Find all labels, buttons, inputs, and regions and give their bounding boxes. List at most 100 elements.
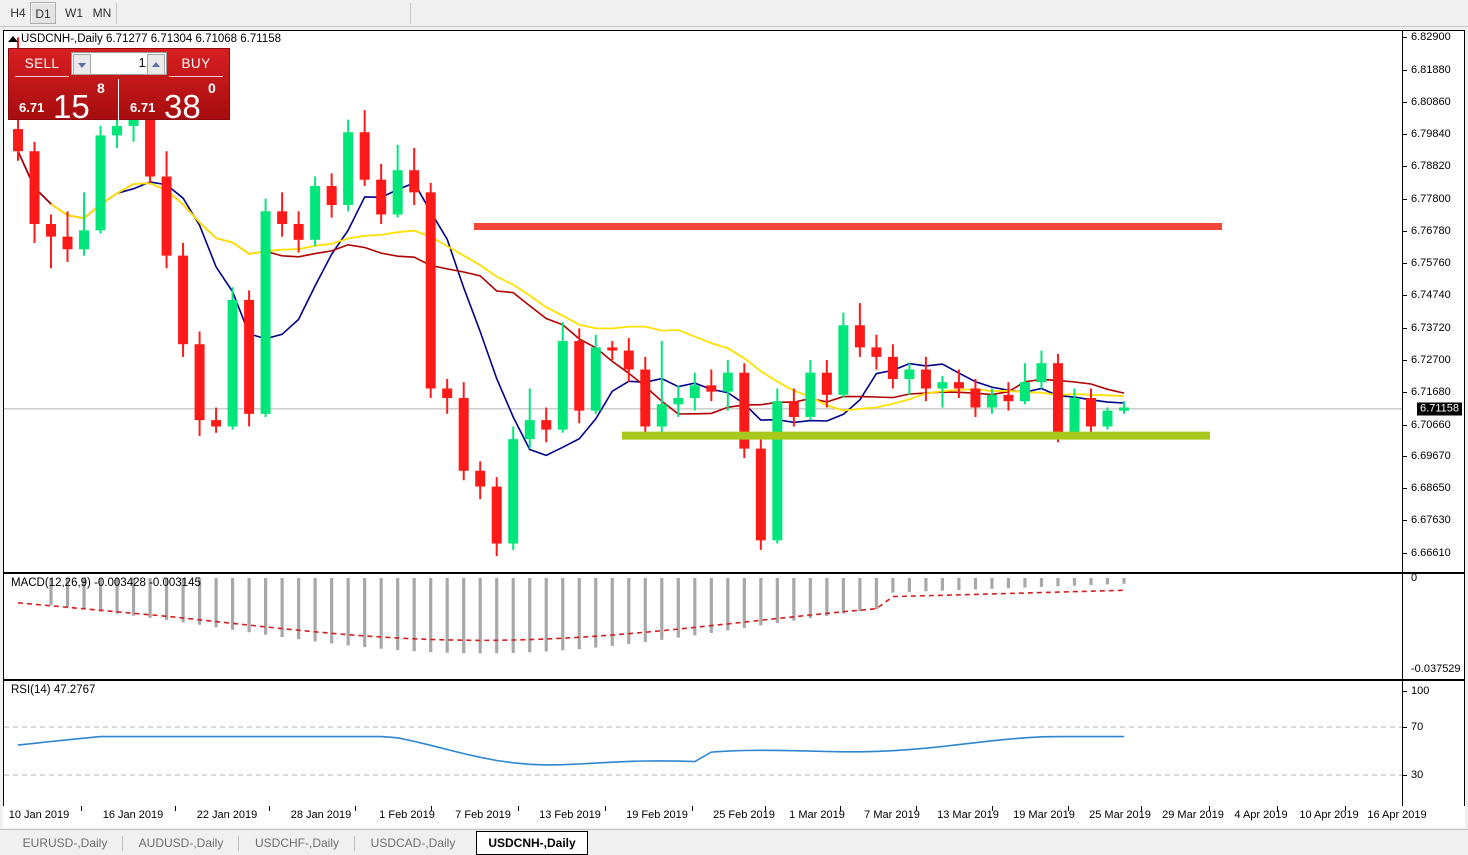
sell-price-display[interactable]: 6.71 15 8 (9, 79, 119, 123)
price-axis-label: 6.72700 (1411, 354, 1451, 367)
price-axis-tick (1403, 392, 1407, 394)
price-axis-label: 6.74740 (1411, 289, 1451, 302)
timeframe-button-d1[interactable]: D1 (30, 2, 56, 24)
macd-pane[interactable]: 0 -0.037529 (4, 574, 1464, 679)
date-axis-label: 29 Mar 2019 (1162, 809, 1224, 821)
price-axis-label: 6.71680 (1411, 386, 1451, 399)
chart-frame: 6.82900 6.81880 6.80860 6.79840 6.78820 6.778… (3, 30, 1465, 825)
price-axis-tick (1403, 166, 1407, 168)
price-axis-label: 6.69670 (1411, 449, 1451, 462)
date-axis-label: 16 Apr 2019 (1367, 809, 1427, 821)
price-axis-tick (1403, 37, 1407, 39)
date-axis-tick (1277, 806, 1278, 811)
buy-price-main: 38 (164, 88, 201, 125)
chart-tab-bar[interactable]: EURUSD-,Daily AUDUSD-,Daily USDCHF-,Daily U… (0, 829, 1468, 855)
one-click-trade-widget[interactable]: SELL 1.00 BUY 6.71 15 8 6.71 38 0 (8, 48, 230, 125)
tab-divider (122, 836, 123, 851)
sell-button[interactable]: SELL (24, 56, 60, 71)
price-axis-label: 6.82900 (1411, 31, 1451, 44)
chart-tab-usdcad[interactable]: USDCAD-,Daily (370, 836, 456, 850)
rsi-canvas (4, 726, 1402, 776)
macd-axis-label: 0 (1411, 574, 1418, 584)
chart-tab-usdchf[interactable]: USDCHF-,Daily (255, 836, 339, 850)
price-axis-tick (1403, 327, 1407, 329)
macd-axis-label: -0.037529 (1411, 663, 1461, 675)
price-axis-tick (1403, 295, 1407, 297)
sell-price-prefix: 6.71 (19, 100, 45, 115)
price-axis-tick (1403, 69, 1407, 71)
volume-increment-button[interactable] (147, 54, 165, 75)
date-axis-tick (175, 806, 176, 811)
buy-price-prefix: 6.71 (130, 100, 156, 115)
date-axis-tick (269, 806, 270, 811)
buy-price-display[interactable]: 6.71 38 0 (120, 79, 230, 125)
date-axis-label: 28 Jan 2019 (290, 809, 352, 821)
price-axis-label: 6.77800 (1411, 192, 1451, 205)
macd-axis: 0 -0.037529 (1402, 574, 1464, 679)
date-axis-label: 1 Feb 2019 (379, 809, 435, 821)
price-axis-tick (1403, 230, 1407, 232)
rsi-axis-label: 30 (1411, 769, 1424, 781)
date-axis-tick (692, 806, 693, 811)
price-axis[interactable]: 6.82900 6.81880 6.80860 6.79840 6.78820 6.778… (1402, 31, 1464, 572)
price-axis-label: 6.81880 (1411, 63, 1451, 76)
sell-price-fraction: 8 (97, 80, 105, 96)
timeframe-button-mn[interactable]: MN (92, 6, 112, 20)
price-pane[interactable]: 6.82900 6.81880 6.80860 6.79840 6.78820 6.778… (4, 31, 1464, 572)
price-axis-label: 6.75760 (1411, 257, 1451, 270)
rsi-axis-label: 70 (1411, 721, 1424, 733)
buy-button[interactable]: BUY (181, 56, 211, 71)
rsi-title: RSI(14) 47.2767 (11, 684, 96, 696)
price-axis-label: 6.67630 (1411, 514, 1451, 527)
toolbar-divider-2 (410, 3, 411, 24)
date-axis-label: 22 Jan 2019 (196, 809, 258, 821)
price-axis-label: 6.73720 (1411, 321, 1451, 334)
date-axis-tick (1345, 806, 1346, 811)
timeframe-button-w1[interactable]: W1 (65, 6, 83, 20)
date-axis-tick (840, 806, 841, 811)
price-axis-label: 6.79840 (1411, 128, 1451, 141)
sell-underline (15, 76, 69, 77)
price-axis-label: 6.66610 (1411, 546, 1451, 559)
price-axis-tick (1403, 424, 1407, 426)
chart-tab-audusd[interactable]: AUDUSD-,Daily (138, 836, 224, 850)
date-axis-label: 25 Mar 2019 (1089, 809, 1151, 821)
volume-field[interactable]: 1.00 (71, 52, 167, 75)
pane-separator-1 (4, 572, 1464, 574)
date-axis-label: 7 Mar 2019 (864, 809, 920, 821)
current-price-badge: 6.71158 (1417, 402, 1462, 416)
chevron-down-icon (78, 62, 86, 68)
price-axis-label: 6.78820 (1411, 160, 1451, 173)
buy-underline (169, 76, 223, 77)
collapse-arrow-icon[interactable] (8, 36, 18, 42)
date-axis-label: 13 Feb 2019 (539, 809, 601, 821)
date-axis-tick (1209, 806, 1210, 811)
toolbar-divider (116, 3, 117, 24)
price-axis-tick (1403, 134, 1407, 136)
tab-divider (238, 836, 239, 851)
price-axis-tick (1403, 198, 1407, 200)
date-axis-label: 16 Jan 2019 (102, 809, 164, 821)
date-axis-tick (992, 806, 993, 811)
chart-tab-eurusd[interactable]: EURUSD-,Daily (22, 836, 108, 850)
rsi-axis-label: 100 (1411, 685, 1430, 697)
pane-separator-2 (4, 679, 1464, 681)
macd-title: MACD(12,26,9) -0.003428 -0.003145 (11, 577, 201, 589)
price-chart-canvas[interactable] (4, 31, 1402, 572)
date-axis-label: 10 Apr 2019 (1299, 809, 1359, 821)
date-axis-label: 19 Feb 2019 (626, 809, 688, 821)
rsi-pane[interactable]: 10070300 (4, 681, 1464, 825)
timeframe-button-h4[interactable]: H4 (10, 6, 26, 20)
date-axis-tick (916, 806, 917, 811)
date-axis[interactable]: 10 Jan 2019 16 Jan 2019 22 Jan 2019 28 Jan … (3, 806, 1465, 828)
chart-tab-usdcnh[interactable]: USDCNH-,Daily (476, 831, 588, 855)
tab-divider (354, 836, 355, 851)
date-axis-label: 13 Mar 2019 (937, 809, 999, 821)
date-axis-tick (81, 806, 82, 811)
volume-decrement-button[interactable] (73, 54, 91, 75)
date-axis-label: 19 Mar 2019 (1013, 809, 1075, 821)
price-axis-tick (1403, 455, 1407, 457)
price-axis-tick (1403, 520, 1407, 522)
date-axis-label: 10 Jan 2019 (8, 809, 70, 821)
